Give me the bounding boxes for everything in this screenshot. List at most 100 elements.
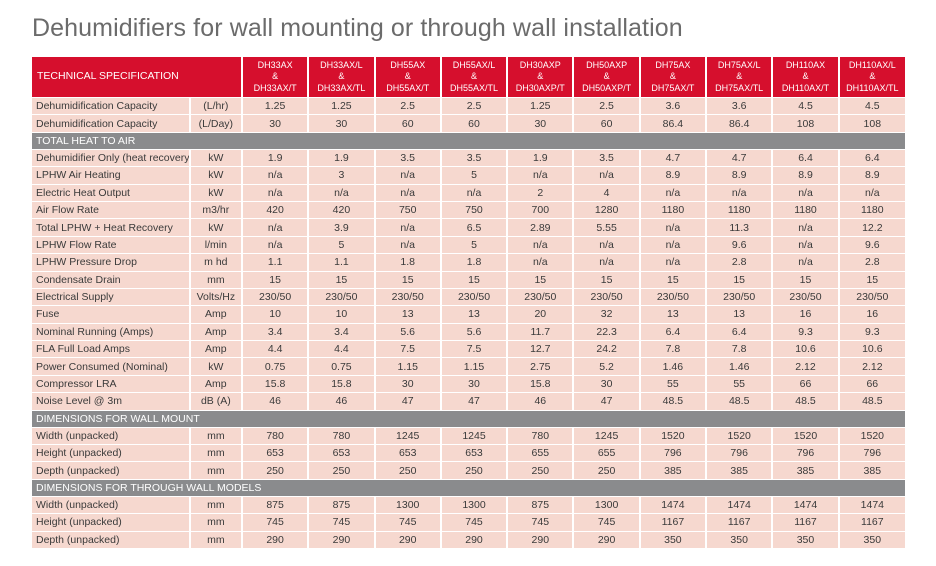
value-cell: 66 [839,375,905,394]
value-cell: 48.5 [640,393,708,411]
value-cell: 30 [309,115,376,133]
model-header: DH75AX/L & DH75AX/TL [707,57,774,98]
value-cell: 4 [574,184,641,202]
row-unit: Amp [190,323,243,342]
value-cell: 1.8 [375,254,442,272]
row-label: Total LPHW + Heat Recovery [32,219,191,237]
value-cell: 15.8 [309,375,376,394]
section-title: DIMENSIONS FOR THROUGH WALL MODELS [32,479,905,497]
value-cell: 230/50 [640,288,708,307]
value-cell: 230/50 [508,288,575,307]
value-cell: 1.9 [242,149,310,168]
table-row: Depth (unpacked) mm 290 290 290 290 290 290 350 3… [32,531,905,549]
value-cell: 780 [508,427,575,446]
row-label: Electrical Supply [32,288,191,307]
table-row: FLA Full Load Amps Amp 4.4 4.4 7.5 7.5 12.7 24.… [32,341,905,359]
value-cell: 55 [707,375,774,394]
value-cell: 6.4 [839,149,905,168]
value-cell: 7.8 [707,341,774,359]
value-cell: n/a [640,236,708,255]
value-cell: 24.2 [574,341,641,359]
model-header-line: DH50AXP/T [582,82,632,93]
value-cell: 1280 [574,201,641,220]
row-unit: mm [190,531,243,549]
value-cell: 4.5 [773,98,840,116]
table-row: Width (unpacked) mm 875 875 1300 1300 875 1300 1… [32,496,905,515]
value-cell: n/a [574,167,641,185]
model-header-line: DH55AX/L [452,59,496,70]
value-cell: 15 [707,271,774,289]
value-cell: 12.7 [508,341,575,359]
value-cell: 1180 [640,201,708,220]
row-unit: kW [190,358,243,376]
value-cell: 1.25 [242,98,310,116]
section-header-row: TOTAL HEAT TO AIR [32,132,905,150]
value-cell: 5 [309,236,376,255]
value-cell: 750 [375,201,442,220]
value-cell: 1167 [839,514,905,532]
value-cell: n/a [441,184,509,202]
section-header-row: DIMENSIONS FOR WALL MOUNT [32,410,905,428]
model-header-line: DH33AX/T [253,82,297,93]
value-cell: 8.9 [839,167,905,185]
value-cell: 1167 [640,514,708,532]
value-cell: 30 [375,375,442,394]
row-unit: (L/hr) [190,98,243,116]
row-unit: m hd [190,254,243,272]
model-header: DH30AXP & DH30AXP/T [508,57,575,98]
value-cell: n/a [242,167,310,185]
model-header-line: DH55AX/TL [449,82,499,93]
value-cell: 3.5 [375,149,442,168]
value-cell: n/a [574,254,641,272]
value-cell: 48.5 [773,393,840,411]
value-cell: 16 [773,306,840,324]
value-cell: 4.5 [839,98,905,116]
value-cell: 8.9 [773,167,840,185]
row-label: Width (unpacked) [32,427,191,446]
value-cell: 250 [574,462,641,480]
value-cell: 1520 [773,427,840,446]
row-label: Depth (unpacked) [32,531,191,549]
table-row: LPHW Air Heating kW n/a 3 n/a 5 n/a n/a 8.9 8.9 8.… [32,167,905,185]
value-cell: 15 [375,271,442,289]
value-cell: 250 [508,462,575,480]
model-header-line: & [802,71,809,82]
value-cell: 6.4 [773,149,840,168]
value-cell: 1167 [773,514,840,532]
row-label: LPHW Air Heating [32,167,191,185]
value-cell: 16 [839,306,905,324]
value-cell: 15 [508,271,575,289]
model-header: DH55AX/L & DH55AX/TL [441,57,509,98]
value-cell: 653 [309,445,376,463]
spec-header: TECHNICAL SPECIFICATION [32,57,243,98]
value-cell: n/a [242,184,310,202]
model-header-line: & [404,71,411,82]
value-cell: 30 [242,115,310,133]
value-cell: 8.9 [707,167,774,185]
row-unit: mm [190,514,243,532]
model-header: DH110AX/L & DH110AX/TL [839,57,905,98]
value-cell: 290 [508,531,575,549]
value-cell: 46 [242,393,310,411]
model-header-line: DH110AX [785,59,826,70]
value-cell: 11.3 [707,219,774,237]
model-header: DH110AX & DH110AX/T [773,57,840,98]
value-cell: 230/50 [242,288,310,307]
section-header-row: DIMENSIONS FOR THROUGH WALL MODELS [32,479,905,497]
table-row: Depth (unpacked) mm 250 250 250 250 250 250 385 3… [32,462,905,480]
value-cell: 290 [242,531,310,549]
value-cell: 6.4 [640,323,708,342]
value-cell: 15 [773,271,840,289]
model-header: DH33AX/L & DH33AX/TL [309,57,376,98]
row-label: Height (unpacked) [32,514,191,532]
value-cell: 10 [309,306,376,324]
value-cell: 60 [375,115,442,133]
model-header-line: DH55AX [390,59,426,70]
value-cell: 230/50 [441,288,509,307]
row-label: Electric Heat Output [32,184,191,202]
value-cell: n/a [375,219,442,237]
value-cell: 6.5 [441,219,509,237]
row-label: Air Flow Rate [32,201,191,220]
value-cell: 745 [242,514,310,532]
value-cell: n/a [773,236,840,255]
